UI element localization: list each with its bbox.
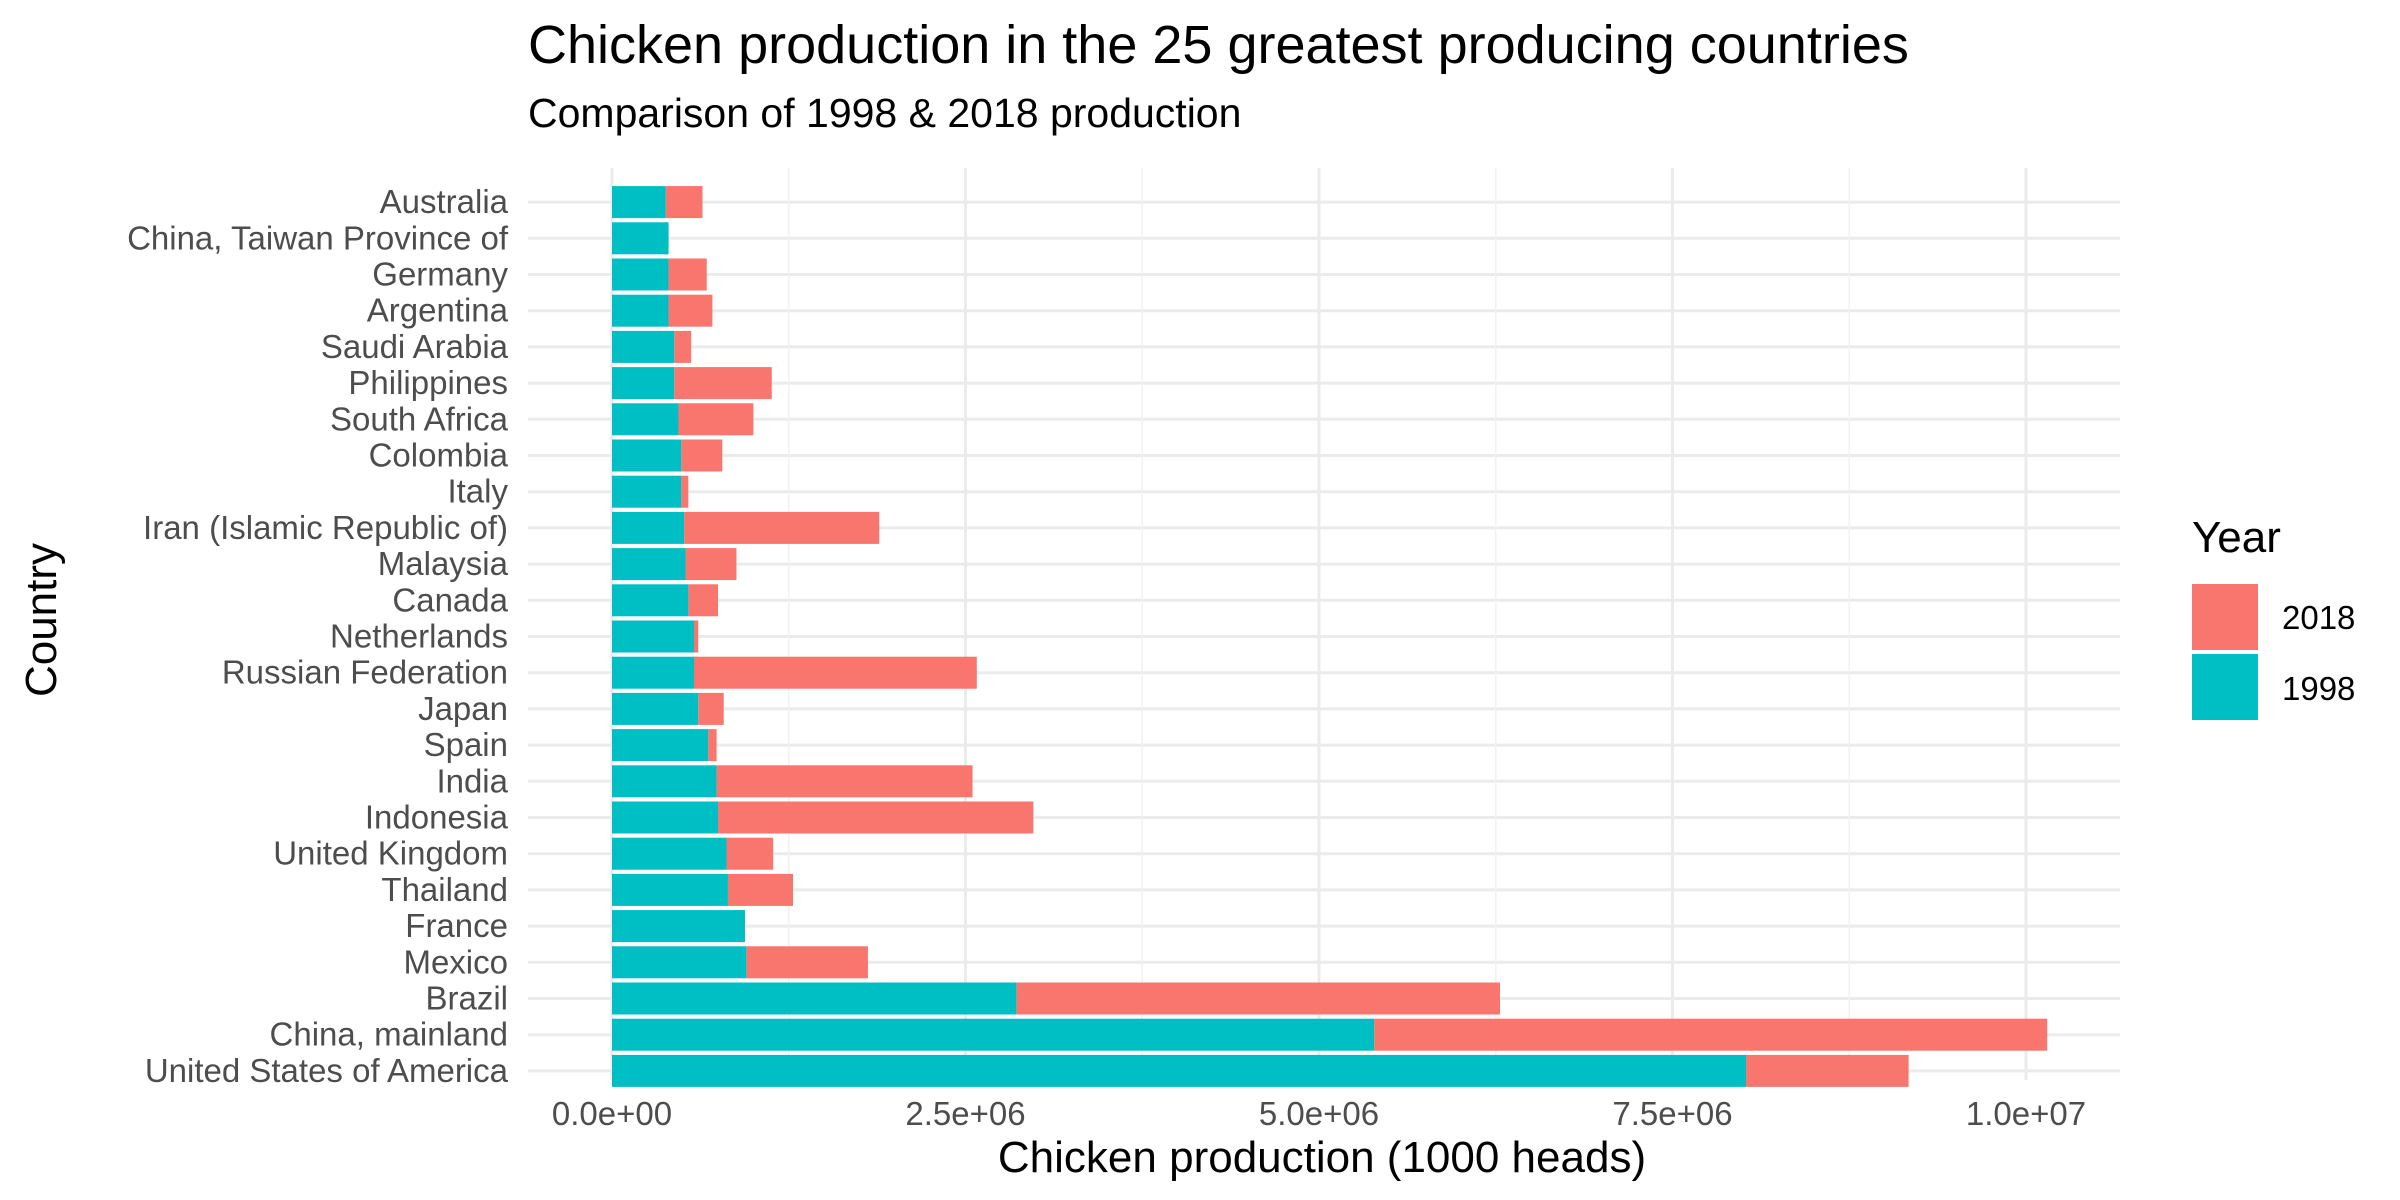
bar-2018-colombia xyxy=(681,439,723,472)
y-tick-label: China, Taiwan Province of xyxy=(127,219,509,256)
bar-1998-mexico xyxy=(612,946,747,979)
bar-2018-philippines xyxy=(674,367,772,400)
x-tick-label: 2.5e+06 xyxy=(905,1095,1025,1132)
legend-title: Year xyxy=(2192,513,2281,562)
y-tick-label: India xyxy=(436,762,508,799)
legend: Year 2018 1998 xyxy=(2192,513,2355,720)
bar-1998-spain xyxy=(612,729,709,762)
bar-2018-china-mainland xyxy=(1374,1018,2048,1051)
chart-title: Chicken production in the 25 greatest pr… xyxy=(528,15,1909,75)
bar-2018-malaysia xyxy=(685,548,737,581)
bar-1998-indonesia xyxy=(612,801,719,834)
bar-1998-united-states-of-america xyxy=(612,1054,1747,1087)
bar-2018-japan xyxy=(698,692,724,725)
bar-1998-china-mainland xyxy=(612,1018,1375,1051)
y-tick-label: South Africa xyxy=(330,400,509,437)
bar-1998-saudi-arabia xyxy=(612,330,675,363)
y-tick-label: Thailand xyxy=(381,871,508,908)
y-tick-label: Argentina xyxy=(367,292,509,329)
x-tick-label: 7.5e+06 xyxy=(1612,1095,1732,1132)
bar-2018-iran-islamic-republic-of xyxy=(684,511,880,544)
bar-1998-india xyxy=(612,765,717,798)
legend-key-2018 xyxy=(2192,584,2258,650)
bar-1998-russian-federation xyxy=(612,656,695,689)
y-tick-label: Germany xyxy=(372,256,508,293)
bar-1998-thailand xyxy=(612,873,728,906)
bar-1998-united-kingdom xyxy=(612,837,727,870)
bar-1998-australia xyxy=(612,186,666,219)
bar-1998-malaysia xyxy=(612,548,686,581)
y-tick-label: Japan xyxy=(418,690,508,727)
y-tick-label: Spain xyxy=(424,726,508,763)
bar-2018-south-africa xyxy=(678,403,754,436)
bar-2018-germany xyxy=(668,258,707,291)
bar-2018-thailand xyxy=(727,873,793,906)
bar-1998-argentina xyxy=(612,294,669,327)
y-tick-label: Colombia xyxy=(369,437,509,474)
bar-2018-brazil xyxy=(1016,982,1500,1015)
y-tick-label: Philippines xyxy=(348,364,508,401)
bar-2018-italy xyxy=(681,475,689,508)
y-tick-label: Australia xyxy=(380,183,509,220)
bar-2018-russian-federation xyxy=(694,656,977,689)
bar-1998-china-taiwan-province-of xyxy=(612,222,669,255)
y-tick-label: Malaysia xyxy=(378,545,509,582)
bar-1998-germany xyxy=(612,258,669,291)
y-tick-label: United Kingdom xyxy=(273,835,508,872)
bar-2018-netherlands xyxy=(694,620,699,653)
bar-2018-mexico xyxy=(746,946,868,979)
bar-2018-indonesia xyxy=(718,801,1034,834)
chart-subtitle: Comparison of 1998 & 2018 production xyxy=(528,90,1242,136)
y-tick-label: Indonesia xyxy=(365,799,509,836)
y-tick-label: Saudi Arabia xyxy=(321,328,509,365)
y-tick-label: Canada xyxy=(392,581,508,618)
bar-1998-brazil xyxy=(612,982,1017,1015)
bar-2018-australia xyxy=(665,186,703,219)
bar-2018-spain xyxy=(708,729,717,762)
bar-1998-japan xyxy=(612,692,699,725)
y-tick-label: United States of America xyxy=(145,1052,509,1089)
y-tick-label: China, mainland xyxy=(270,1016,508,1053)
bar-1998-philippines xyxy=(612,367,675,400)
legend-label-2018: 2018 xyxy=(2282,599,2355,636)
x-tick-label: 5.0e+06 xyxy=(1259,1095,1379,1132)
bar-1998-italy xyxy=(612,475,682,508)
bar-1998-south-africa xyxy=(612,403,679,436)
grid-lines xyxy=(528,168,2120,1080)
legend-key-1998 xyxy=(2192,654,2258,720)
x-tick-label: 1.0e+07 xyxy=(1966,1095,2086,1132)
y-tick-label: Russian Federation xyxy=(222,654,508,691)
bar-2018-saudi-arabia xyxy=(674,330,692,363)
bar-1998-iran-islamic-republic-of xyxy=(612,511,685,544)
bar-1998-canada xyxy=(612,584,689,617)
x-axis-title: Chicken production (1000 heads) xyxy=(998,1133,1646,1182)
y-tick-label: Brazil xyxy=(425,980,508,1017)
bar-2018-united-kingdom xyxy=(726,837,774,870)
bar-2018-india xyxy=(716,765,973,798)
y-tick-label: Iran (Islamic Republic of) xyxy=(143,509,508,546)
y-tick-label: Netherlands xyxy=(330,618,508,655)
bar-1998-colombia xyxy=(612,439,682,472)
bar-2018-united-states-of-america xyxy=(1746,1054,1909,1087)
x-tick-label: 0.0e+00 xyxy=(552,1095,672,1132)
bar-layer xyxy=(612,186,2048,1087)
bar-2018-canada xyxy=(688,584,719,617)
bar-2018-argentina xyxy=(668,294,713,327)
y-tick-label: Mexico xyxy=(403,943,508,980)
y-axis-title: Country xyxy=(17,543,66,697)
y-tick-label: France xyxy=(405,907,508,944)
bar-1998-france xyxy=(612,910,745,943)
legend-label-1998: 1998 xyxy=(2282,670,2355,707)
bar-1998-netherlands xyxy=(612,620,695,653)
x-tick-labels: 0.0e+00 2.5e+06 5.0e+06 7.5e+06 1.0e+07 xyxy=(552,1095,2086,1132)
y-tick-label: Italy xyxy=(447,473,508,510)
